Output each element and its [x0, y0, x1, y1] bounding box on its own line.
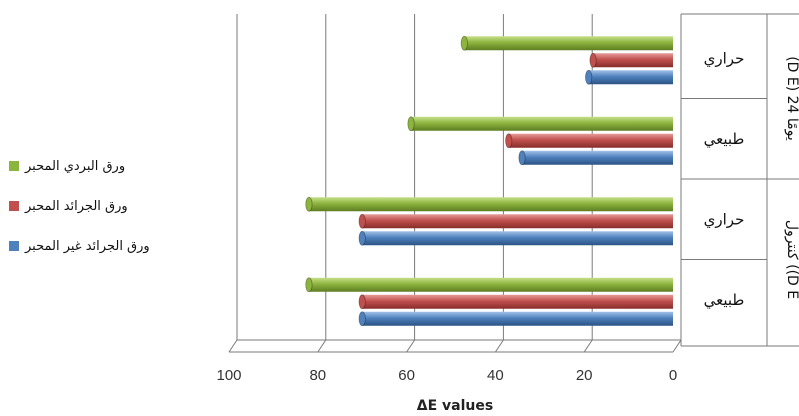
bar	[407, 116, 673, 132]
bars	[305, 35, 673, 327]
bar-body	[464, 36, 673, 51]
bar	[358, 230, 673, 246]
floor-gridline-40	[494, 339, 504, 353]
category-label: حراري	[704, 49, 745, 68]
bar-body	[588, 70, 673, 85]
group-label: (D E) 24 يومًا	[784, 56, 799, 141]
legend-label: ورق الجرائد المحبر	[24, 199, 128, 214]
bar-body	[308, 277, 673, 292]
bar-body	[362, 231, 673, 246]
legend-item: ورق الجرائد غير المحبر	[9, 239, 150, 254]
bar-body	[522, 150, 673, 165]
legend-swatch	[9, 241, 19, 251]
category-label: طبيعي	[704, 291, 745, 310]
legend-item: ورق البردي المحبر	[9, 159, 125, 174]
x-axis-title: ΔE values	[417, 398, 493, 414]
bar	[585, 69, 673, 85]
bar-end-cap	[358, 230, 366, 246]
bar	[358, 213, 673, 229]
bar-body	[362, 214, 673, 229]
bar-end-cap	[585, 69, 593, 85]
bar	[460, 35, 673, 51]
legend-label: ورق الجرائد غير المحبر	[24, 239, 150, 254]
bar	[358, 311, 673, 327]
x-tick-label: 40	[487, 367, 504, 384]
legend-item: ورق الجرائد المحبر	[9, 199, 128, 214]
bar-end-cap	[460, 35, 468, 51]
bar-end-cap	[505, 133, 513, 149]
bar	[358, 294, 673, 310]
bar-body	[308, 197, 673, 212]
plot-frame	[229, 339, 681, 353]
x-tick-label: 60	[398, 367, 415, 384]
floor-gridline-60	[406, 339, 416, 353]
legend: ورق البردي المحبر ورق الجرائد المحبر ورق ا…	[9, 159, 150, 254]
x-tick-label: 100	[216, 367, 241, 384]
bar	[305, 277, 673, 293]
bar	[589, 52, 673, 68]
floor-gridline-0	[672, 339, 682, 353]
bar-body	[593, 53, 673, 68]
floor-gridline-20	[583, 339, 593, 353]
group-label: كنترول ((D E	[784, 220, 799, 299]
category-label: طبيعي	[704, 130, 745, 149]
bar-body	[411, 116, 673, 131]
category-panel: حراري طبيعي حراري طبيعي (D E) 24 يومًا كنترول…	[680, 13, 799, 347]
category-label: حراري	[704, 210, 745, 229]
bar	[518, 150, 673, 166]
floor-gridline-100	[228, 339, 238, 353]
x-tick-label: 0	[669, 367, 677, 384]
bar-body	[508, 133, 673, 148]
bar-end-cap	[358, 294, 366, 310]
legend-swatch	[9, 161, 19, 171]
x-axis-ticks: 0 20 40 60 80 100	[216, 367, 677, 384]
bar-end-cap	[305, 277, 313, 293]
legend-swatch	[9, 201, 19, 211]
bar-body	[362, 294, 673, 309]
x-tick-label: 20	[576, 367, 593, 384]
bar-end-cap	[305, 196, 313, 212]
bar-end-cap	[358, 311, 366, 327]
legend-label: ورق البردي المحبر	[24, 159, 125, 174]
bar-body	[362, 311, 673, 326]
bar	[305, 196, 673, 212]
bar	[505, 133, 673, 149]
floor-gridline-80	[317, 339, 327, 353]
x-tick-label: 80	[309, 367, 326, 384]
bar-end-cap	[589, 52, 597, 68]
bar-end-cap	[518, 150, 526, 166]
bar-end-cap	[407, 116, 415, 132]
bar-end-cap	[358, 213, 366, 229]
